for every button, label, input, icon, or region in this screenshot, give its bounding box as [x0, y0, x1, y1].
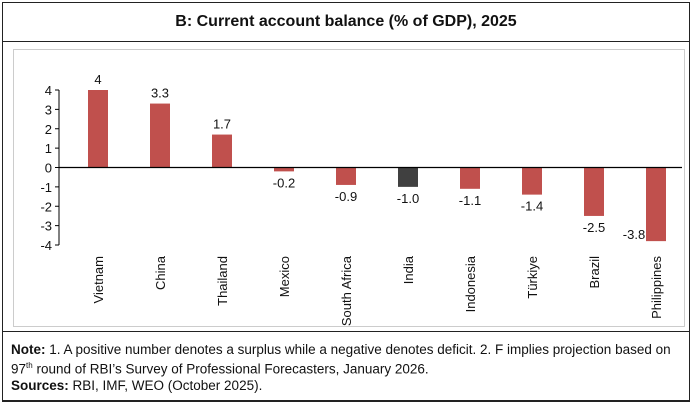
bar-chart: 4 3 2 1 0 -1 -2 -3 -4 4 Vietnam 3.3 China 1.7 Thailand…: [40, 72, 682, 326]
y-tick-label: 4: [45, 83, 52, 98]
x-tick-label: South Africa: [339, 255, 354, 326]
bar-china: [150, 103, 170, 168]
y-tick-label: 3: [45, 102, 52, 117]
data-label: -3.8: [623, 227, 645, 242]
bar-india: [398, 167, 418, 187]
bar-brazil: [584, 167, 604, 216]
data-label: 4: [94, 72, 101, 87]
x-tick-label: China: [153, 255, 168, 290]
note-text: 1. A positive number denotes a surplus w…: [11, 342, 671, 377]
sources-text: RBI, IMF, WEO (October 2025).: [68, 377, 263, 393]
x-tick-label: Philippines: [649, 256, 664, 319]
note-section: Note: 1. A positive number denotes a sur…: [3, 331, 689, 401]
data-label: -0.2: [273, 175, 295, 190]
x-tick-label: Indonesia: [463, 255, 478, 312]
note-text-2: round of RBI’s Survey of Professional Fo…: [32, 361, 429, 377]
x-tick-label: Brazil: [587, 256, 602, 289]
x-tick-label: Mexico: [277, 256, 292, 297]
note-superscript: th: [26, 361, 33, 370]
y-tick-label: -3: [40, 219, 52, 234]
note-label: Note:: [11, 342, 46, 357]
y-tick-label: -2: [40, 199, 52, 214]
data-label: -1.0: [397, 191, 419, 206]
bar-vietnam: [88, 90, 108, 168]
y-tick-label: -4: [40, 238, 52, 253]
y-tick-label: 0: [45, 161, 52, 176]
figure-frame: B: Current account balance (% of GDP), 2…: [2, 2, 690, 402]
y-tick-label: 2: [45, 122, 52, 137]
data-label: -0.9: [335, 189, 357, 204]
data-label: -1.4: [521, 199, 543, 214]
bar-thailand: [212, 134, 232, 168]
y-tick-label: -1: [40, 180, 52, 195]
chart-title: B: Current account balance (% of GDP), 2…: [3, 3, 689, 42]
bar-türkiye: [522, 167, 542, 195]
data-label: -1.1: [459, 193, 481, 208]
x-tick-label: Thailand: [215, 256, 230, 306]
chart-panel: 4 3 2 1 0 -1 -2 -3 -4 4 Vietnam 3.3 China 1.7 Thailand…: [13, 49, 685, 327]
data-label: 3.3: [151, 86, 169, 101]
bar-south-africa: [336, 167, 356, 185]
x-tick-label: Vietnam: [91, 256, 106, 303]
sources-label: Sources:: [11, 377, 69, 393]
y-tick-label: 1: [45, 141, 52, 156]
x-tick-label: India: [401, 255, 416, 284]
bar-philippines: [646, 167, 666, 242]
data-label: -2.5: [583, 220, 605, 235]
data-label: 1.7: [213, 117, 231, 132]
bar-mexico: [274, 167, 294, 172]
bar-indonesia: [460, 167, 480, 189]
x-tick-label: Türkiye: [525, 256, 540, 299]
